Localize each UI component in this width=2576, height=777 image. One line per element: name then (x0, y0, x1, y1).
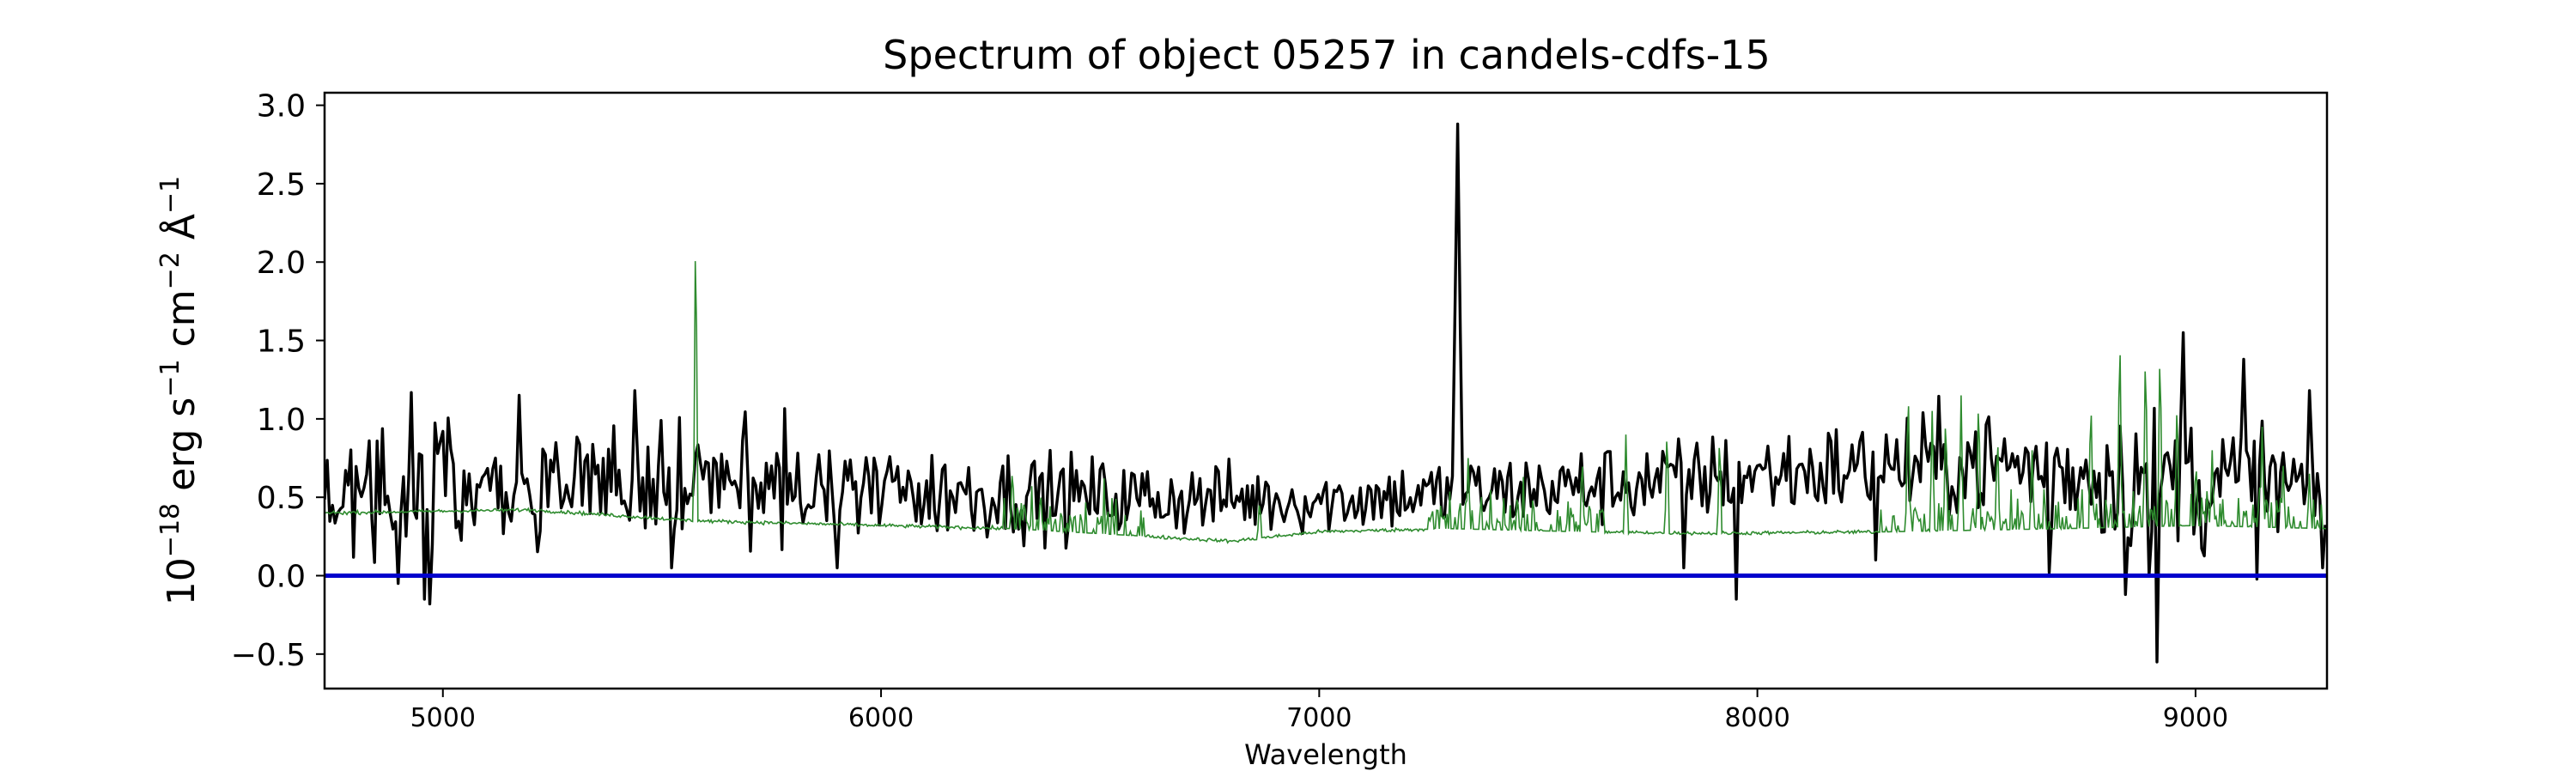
y-axis-label-cm: cm (160, 289, 204, 359)
y-tick-label: 0.0 (257, 560, 306, 595)
y-tick-label: 1.0 (257, 403, 306, 438)
plot-frame (323, 91, 2329, 690)
x-axis-label: Wavelength (1244, 738, 1407, 771)
y-tick-label: 2.5 (257, 167, 306, 203)
y-axis-label-exp: −18 (155, 503, 185, 557)
y-axis-label: 10−18 erg s−1 cm−2 Å−1 (155, 176, 204, 605)
y-axis-label-cm-exp: −2 (155, 252, 185, 289)
y-tick-label: 3.0 (257, 89, 306, 124)
y-tick-label: −0.5 (231, 638, 306, 673)
x-tick-label: 6000 (848, 703, 914, 733)
x-tick-label: 8000 (1724, 703, 1789, 733)
y-axis: −0.5 0.0 0.5 1.0 1.5 2.0 2.5 3.0 (231, 89, 325, 673)
series-layer (325, 122, 2327, 664)
x-tick-label: 9000 (2163, 703, 2228, 733)
y-axis-label-a-exp: −1 (155, 176, 185, 214)
y-axis-label-s-exp: −1 (155, 359, 185, 397)
x-tick-label: 7000 (1286, 703, 1352, 733)
y-tick-label: 0.5 (257, 481, 306, 516)
chart-title: Spectrum of object 05257 in candels-cdfs… (883, 32, 1771, 78)
y-tick-label: 1.5 (257, 325, 306, 360)
sky-spectrum-line (325, 261, 2327, 544)
object-spectrum-line (325, 122, 2327, 664)
x-axis: 5000 6000 7000 8000 9000 (410, 689, 2228, 733)
y-axis-label-erg: erg s (160, 398, 204, 503)
x-tick-label: 5000 (410, 703, 476, 733)
y-axis-label-base: 10 (160, 557, 204, 605)
y-axis-label-angstrom: Å (158, 214, 204, 252)
y-tick-label: 2.0 (257, 246, 306, 281)
